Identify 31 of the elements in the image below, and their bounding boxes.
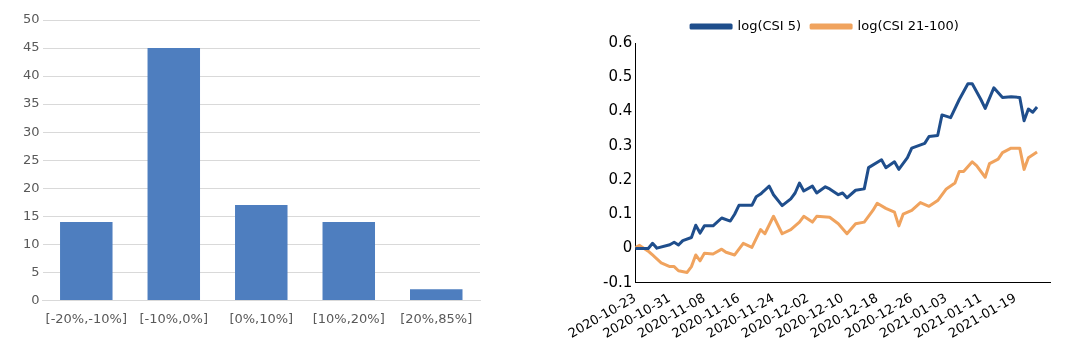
y-tick-label: 0 — [622, 238, 633, 257]
bar — [322, 221, 376, 300]
y-tick-label: 0 — [31, 291, 40, 307]
x-tick-label: [10%,20%] — [312, 310, 385, 326]
y-tick-label: 10 — [23, 235, 40, 251]
y-tick-label: -0.1 — [602, 272, 633, 291]
y-tick-label: 0.6 — [608, 32, 633, 51]
y-tick-label: 40 — [23, 67, 40, 83]
bar — [60, 221, 113, 300]
x-tick-label: [-10%,0%] — [139, 310, 209, 326]
bar — [235, 205, 288, 300]
x-tick-label: [-20%,-10%] — [45, 310, 128, 326]
y-tick-label: 0.1 — [608, 204, 633, 223]
x-tick-label: [20%,85%] — [400, 310, 473, 326]
legend-label: log(CSI 21-100) — [857, 17, 959, 33]
y-tick-label: 45 — [23, 39, 40, 55]
x-tick-label: [0%,10%] — [229, 310, 294, 326]
y-tick-label: 50 — [23, 11, 40, 27]
y-tick-label: 0.4 — [608, 101, 633, 120]
y-tick-label: 25 — [23, 151, 40, 167]
y-tick-label: 20 — [23, 179, 40, 195]
y-tick-label: 0.2 — [608, 169, 633, 188]
y-tick-label: 30 — [23, 123, 40, 139]
y-tick-label: 5 — [31, 263, 40, 279]
y-tick-label: 35 — [23, 95, 40, 111]
legend-label: log(CSI 5) — [737, 17, 802, 33]
y-tick-label: 15 — [23, 207, 40, 223]
y-tick-label: 0.3 — [608, 135, 633, 154]
y-tick-label: 0.5 — [608, 67, 633, 86]
bar — [147, 48, 201, 300]
bar — [410, 289, 463, 300]
